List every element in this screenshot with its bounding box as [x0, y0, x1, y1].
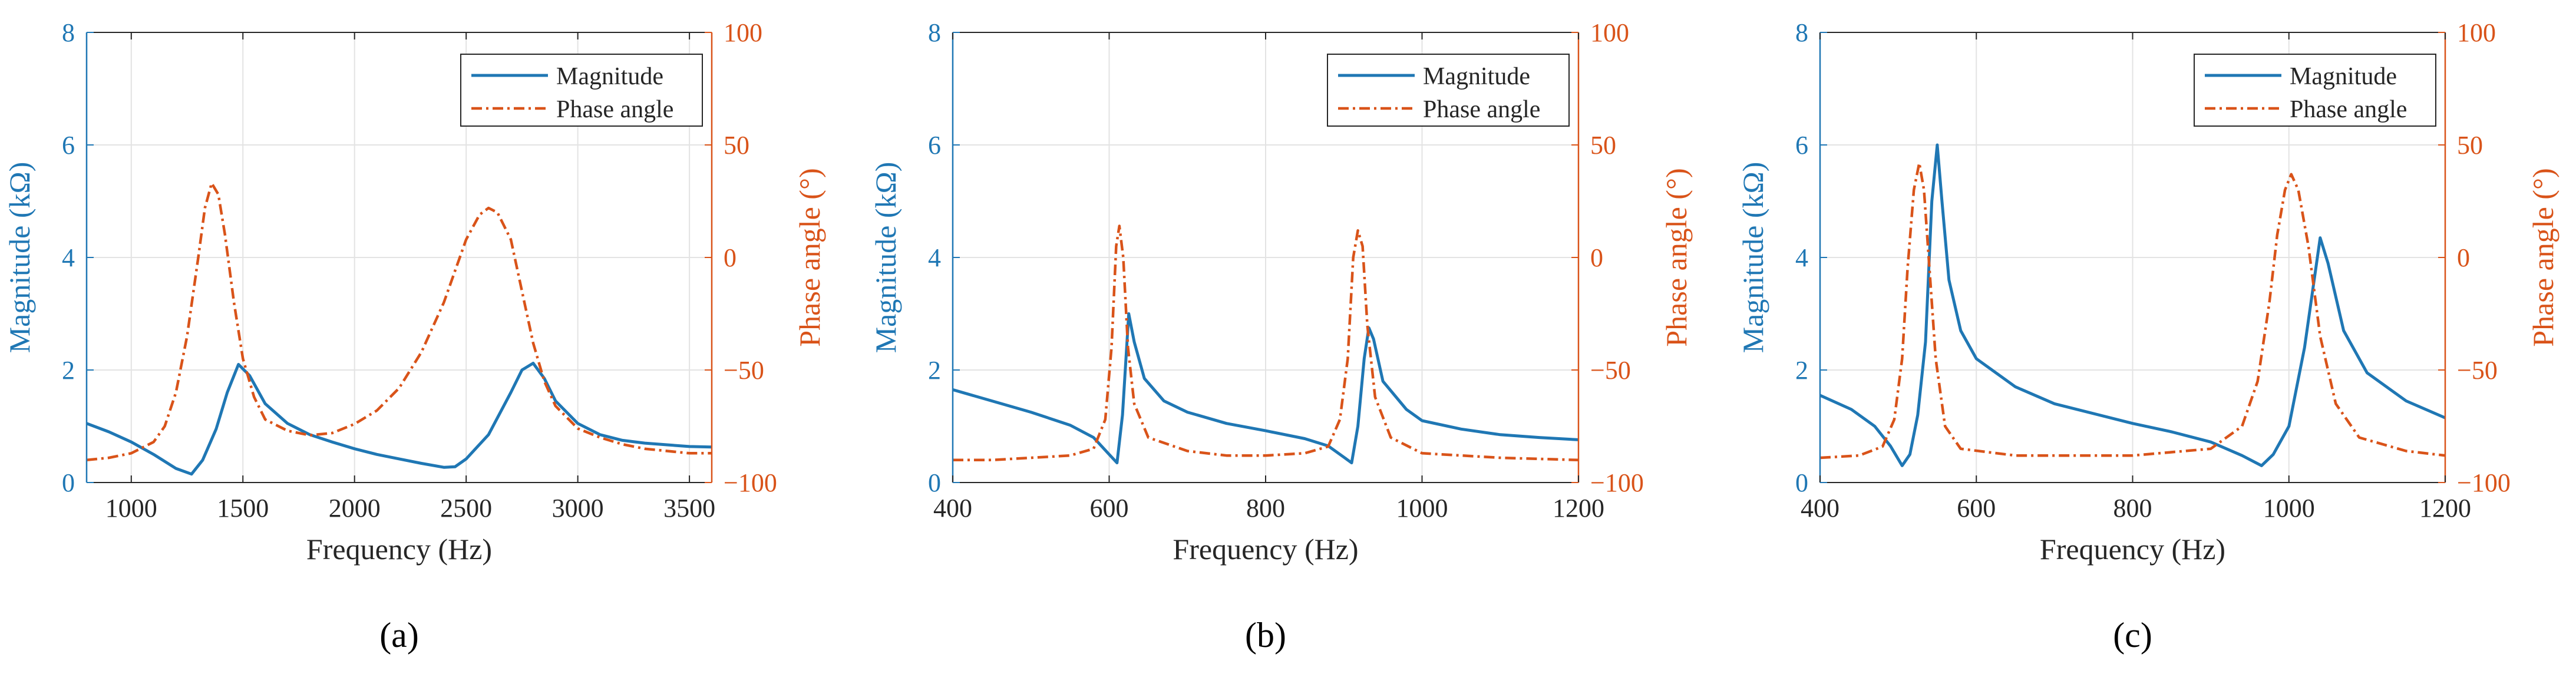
y-tick-label-left: 6	[928, 131, 941, 160]
legend: Magnitude Phase angle	[2194, 54, 2436, 127]
y-tick-label-right: 0	[2457, 243, 2470, 272]
legend-phase-label: Phase angle	[1423, 96, 1540, 123]
y-tick-label-left: 4	[928, 243, 941, 272]
y-tick-label-left: 4	[1795, 243, 1808, 272]
chart-panel-b: 400 600 800 1000 1200 0 2 4 6 8 −100 −50 0 50 100 Frequ…	[869, 18, 1693, 655]
y-tick-label-left: 8	[928, 18, 941, 47]
x-tick-label: 1000	[1396, 494, 1448, 523]
y-tick-label-left: 8	[62, 18, 75, 47]
panel-label: (c)	[2113, 616, 2152, 655]
y-tick-label-right: 0	[1590, 243, 1603, 272]
x-tick-label: 2000	[329, 494, 381, 523]
x-tick-label: 400	[933, 494, 972, 523]
x-axis-label: Frequency (Hz)	[2040, 533, 2225, 566]
y-tick-label-right: −50	[2457, 356, 2498, 385]
y-tick-label-right: 0	[724, 243, 737, 272]
magnitude-line	[1820, 143, 2445, 467]
y-tick-label-left: 8	[1795, 18, 1808, 47]
y-axis-label-right: Phase angle (°)	[793, 168, 826, 346]
y-tick-label-left: 4	[62, 243, 75, 272]
y-tick-label-left: 6	[1795, 131, 1808, 160]
y-tick-label-left: 2	[62, 356, 75, 385]
y-tick-label-right: 50	[2457, 131, 2483, 160]
x-tick-label: 3000	[552, 494, 604, 523]
y-tick-label-left: 6	[62, 131, 75, 160]
x-tick-label: 3500	[663, 494, 715, 523]
y-tick-label-right: −100	[724, 468, 777, 497]
x-tick-label: 1000	[105, 494, 157, 523]
y-tick-label-right: 100	[724, 18, 762, 47]
phase-angle-line	[953, 224, 1578, 462]
legend: Magnitude Phase angle	[460, 54, 703, 127]
legend-magnitude-label: Magnitude	[556, 63, 663, 90]
chart-panel-c: 400 600 800 1000 1200 0 2 4 6 8 −100 −50 0 50 100 Frequ…	[1736, 18, 2560, 655]
legend-phase-label: Phase angle	[2290, 96, 2407, 123]
x-tick-label: 800	[2113, 494, 2152, 523]
legend-box	[460, 54, 703, 127]
legend-magnitude-label: Magnitude	[2290, 63, 2397, 90]
y-tick-label-left: 0	[1795, 468, 1808, 497]
x-tick-label: 1000	[2263, 494, 2315, 523]
x-tick-label: 1500	[217, 494, 269, 523]
x-tick-label: 1200	[2419, 494, 2471, 523]
phase-angle-line	[1820, 161, 2445, 460]
y-tick-label-right: 50	[1590, 131, 1616, 160]
magnitude-line	[953, 312, 1578, 465]
y-axis-label-left: Magnitude (kΩ)	[869, 162, 902, 353]
x-axis-label: Frequency (Hz)	[306, 533, 492, 566]
y-axis-label-right: Phase angle (°)	[2527, 168, 2560, 346]
x-tick-label: 600	[1957, 494, 1996, 523]
y-axis-label-right: Phase angle (°)	[1660, 168, 1693, 346]
y-axis-label-left: Magnitude (kΩ)	[1736, 162, 1769, 353]
y-axis-label-left: Magnitude (kΩ)	[3, 162, 36, 353]
legend-box	[2194, 54, 2436, 127]
x-tick-label: 600	[1090, 494, 1129, 523]
legend: Magnitude Phase angle	[1327, 54, 1570, 127]
x-tick-label: 2500	[440, 494, 492, 523]
y-tick-label-right: −100	[1590, 468, 1644, 497]
panel-label: (a)	[379, 616, 419, 655]
legend-phase-label: Phase angle	[556, 96, 673, 123]
chart-panel-a: 1000 1500 2000 2500 3000 3500 0 2 4 6 8 −100 −50 0 50 1…	[3, 18, 826, 655]
y-tick-label-right: 100	[2457, 18, 2496, 47]
magnitude-line	[87, 362, 712, 476]
y-tick-label-left: 0	[62, 468, 75, 497]
y-tick-label-right: 50	[724, 131, 749, 160]
x-axis-label: Frequency (Hz)	[1173, 533, 1358, 566]
x-tick-label: 400	[1801, 494, 1839, 523]
y-tick-label-right: −50	[724, 356, 764, 385]
y-tick-label-left: 2	[1795, 356, 1808, 385]
legend-magnitude-label: Magnitude	[1423, 63, 1530, 90]
legend-box	[1327, 54, 1570, 127]
y-tick-label-left: 0	[928, 468, 941, 497]
x-tick-label: 1200	[1553, 494, 1604, 523]
y-tick-label-left: 2	[928, 356, 941, 385]
y-tick-label-right: −100	[2457, 468, 2511, 497]
x-tick-label: 800	[1246, 494, 1285, 523]
phase-angle-line	[87, 181, 712, 462]
y-tick-label-right: 100	[1590, 18, 1629, 47]
y-tick-label-right: −50	[1590, 356, 1631, 385]
panel-label: (b)	[1245, 616, 1286, 655]
